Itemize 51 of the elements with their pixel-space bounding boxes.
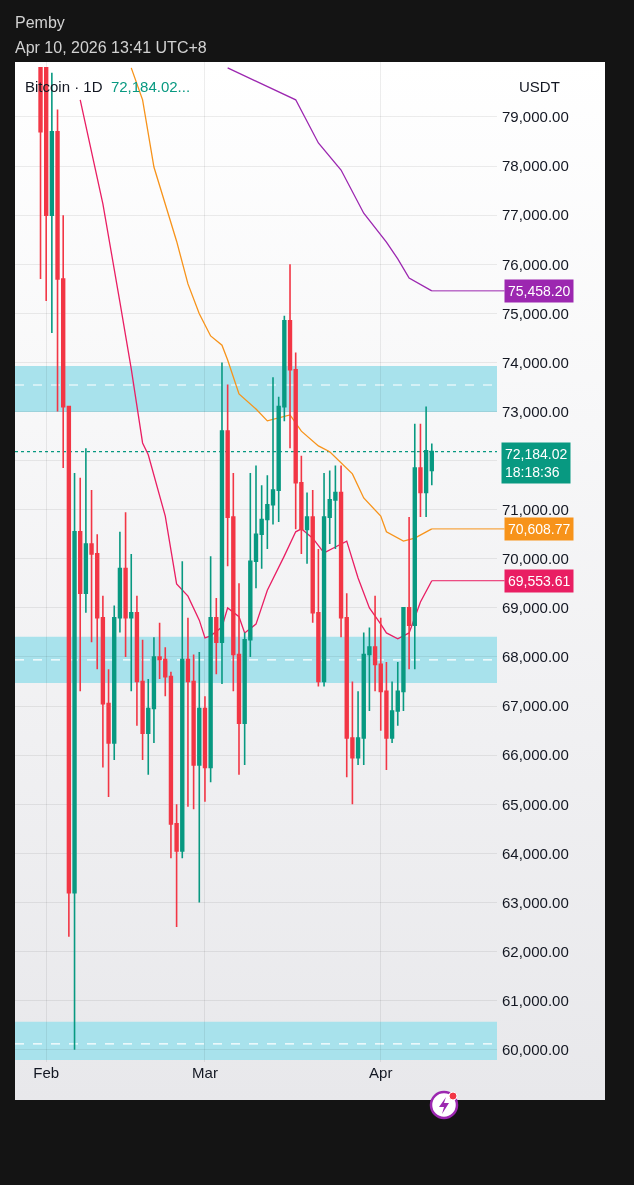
candlestick xyxy=(129,553,134,693)
y-tick-label: 65,000.00 xyxy=(502,795,569,813)
y-tick-label: 79,000.00 xyxy=(502,108,569,126)
candlestick xyxy=(287,263,293,450)
y-axis-title: USDT xyxy=(519,78,560,95)
candlestick xyxy=(418,423,423,518)
candlestick xyxy=(66,405,72,938)
y-tick-label: 60,000.00 xyxy=(502,1040,569,1058)
candlestick xyxy=(214,597,219,675)
y-tick-label: 75,000.00 xyxy=(502,304,569,322)
candlestick xyxy=(304,491,310,565)
y-tick-label: 77,000.00 xyxy=(502,206,569,224)
candlestick xyxy=(202,695,208,803)
candlestick xyxy=(406,516,412,671)
y-tick-label: 73,000.00 xyxy=(502,402,569,420)
candlestick xyxy=(180,560,185,860)
candlestick xyxy=(321,472,327,688)
candlestick xyxy=(389,680,395,744)
y-tick-label: 66,000.00 xyxy=(502,746,569,764)
candlestick xyxy=(372,594,378,693)
candlestick xyxy=(117,531,123,634)
candlestick xyxy=(72,472,77,1051)
candlestick xyxy=(112,604,117,761)
candlestick xyxy=(151,636,157,744)
chart-subtitle: Pemby Apr 10, 2026 13:41 UTC+8 xyxy=(15,13,207,58)
x-tick-label: Mar xyxy=(192,1064,218,1081)
y-tick-label: 78,000.00 xyxy=(502,157,569,175)
x-tick-label: Apr xyxy=(369,1064,393,1081)
y-tick-label: 68,000.00 xyxy=(502,648,569,666)
data-label: 69,553.61 xyxy=(508,573,571,589)
y-tick-label: 62,000.00 xyxy=(502,942,569,960)
y-tick-label: 70,000.00 xyxy=(502,550,569,568)
candlestick xyxy=(208,555,213,783)
candlestick xyxy=(338,464,344,639)
data-label: 75,458.20 xyxy=(508,283,571,299)
y-tick-label: 76,000.00 xyxy=(502,255,569,273)
y-tick-label: 71,000.00 xyxy=(502,500,569,518)
y-tick-label: 69,000.00 xyxy=(502,599,569,617)
x-tick-label: Feb xyxy=(33,1064,60,1081)
y-tick-label: 61,000.00 xyxy=(502,991,569,1009)
candlestick xyxy=(78,477,83,693)
data-label: 70,608.77 xyxy=(508,521,571,537)
y-tick-label: 64,000.00 xyxy=(502,844,569,862)
candlestick xyxy=(197,651,202,904)
candlestick xyxy=(146,678,151,776)
candlestick xyxy=(355,690,361,766)
candlestick xyxy=(123,511,128,658)
ref-line-label: 72,184.02 18:18:36 xyxy=(505,446,568,481)
y-tick-label: 67,000.00 xyxy=(502,697,569,715)
y-tick-label: 63,000.00 xyxy=(502,893,569,911)
y-tick-label: 74,000.00 xyxy=(502,353,569,371)
